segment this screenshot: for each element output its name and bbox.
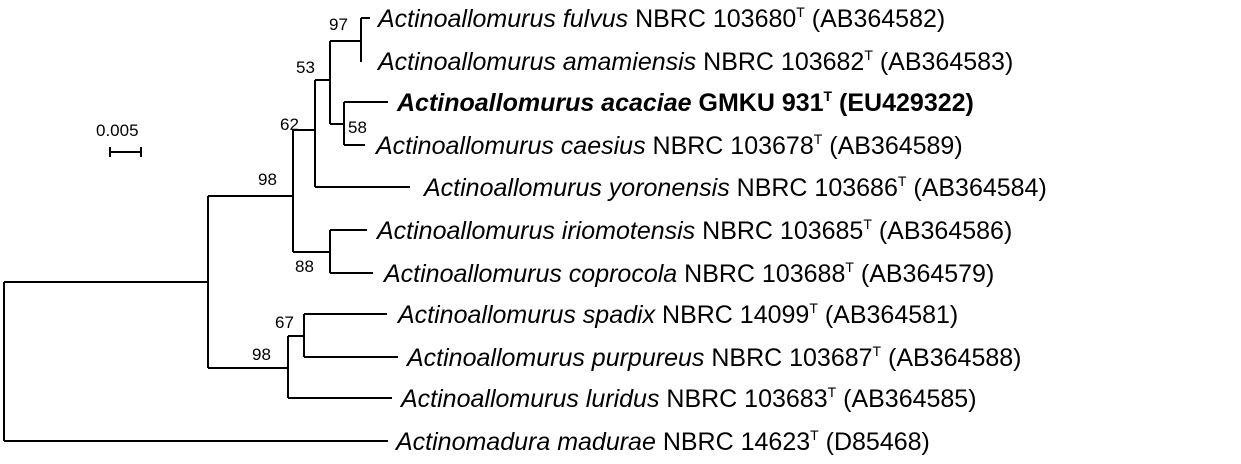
taxon-strain: NBRC 103683 bbox=[659, 385, 827, 413]
taxon-species: Actinoallomurus purpureus bbox=[405, 344, 704, 372]
bootstrap-value: 98 bbox=[258, 170, 277, 189]
type-strain-marker: T bbox=[873, 343, 882, 359]
taxon-strain: NBRC 103687 bbox=[704, 344, 872, 372]
taxon-accession: (AB364581) bbox=[818, 301, 958, 329]
scale-bar-label: 0.005 bbox=[96, 121, 139, 140]
taxon-accession: (D85468) bbox=[819, 428, 930, 456]
type-strain-marker: T bbox=[898, 173, 907, 189]
taxon-species: Actinoallomurus yoronensis bbox=[422, 174, 730, 202]
taxon-species: Actinoallomurus amamiensis bbox=[376, 48, 696, 76]
taxon-label: Actinoallomurus caesius NBRC 103678T (AB… bbox=[374, 131, 963, 160]
taxon-label: Actinoallomurus fulvus NBRC 103680T (AB3… bbox=[376, 4, 945, 33]
taxon-strain: NBRC 103686 bbox=[730, 174, 898, 202]
taxon-accession: (AB364584) bbox=[906, 174, 1046, 202]
taxon-accession: (AB364586) bbox=[872, 217, 1012, 245]
taxon-accession: (AB364583) bbox=[873, 48, 1013, 76]
taxon-strain: NBRC 103688 bbox=[677, 260, 845, 288]
taxon-accession: (AB364579) bbox=[854, 260, 994, 288]
taxon-species: Actinoallomurus iriomotensis bbox=[375, 217, 695, 245]
taxon-accession: (AB364582) bbox=[805, 5, 945, 33]
taxon-accession: (AB364588) bbox=[881, 344, 1021, 372]
bootstrap-values: 97 53 58 62 98 88 67 98 bbox=[252, 15, 367, 364]
type-strain-marker: T bbox=[814, 131, 823, 147]
type-strain-marker: T bbox=[828, 384, 837, 400]
taxon-accession: (AB364589) bbox=[822, 132, 962, 160]
type-strain-marker: T bbox=[809, 300, 818, 316]
taxon-strain: NBRC 103678 bbox=[646, 132, 814, 160]
taxon-species: Actinoallomurus caesius bbox=[374, 132, 646, 160]
taxon-strain: NBRC 103680 bbox=[628, 5, 796, 33]
bootstrap-value: 67 bbox=[275, 313, 294, 332]
taxon-label: Actinoallomurus iriomotensis NBRC 103685… bbox=[375, 216, 1012, 245]
bootstrap-value: 88 bbox=[295, 257, 314, 276]
taxon-strain: NBRC 14099 bbox=[655, 301, 809, 329]
taxon-label: Actinoallomurus yoronensis NBRC 103686T … bbox=[422, 173, 1047, 202]
type-strain-marker: T bbox=[863, 216, 872, 232]
bootstrap-value: 53 bbox=[296, 58, 315, 77]
type-strain-marker: T bbox=[845, 259, 854, 275]
taxon-label: Actinoallomurus coprocola NBRC 103688T (… bbox=[382, 259, 994, 288]
bootstrap-value: 97 bbox=[329, 15, 348, 34]
taxon-strain: NBRC 103685 bbox=[695, 217, 863, 245]
taxon-label: Actinoallomurus amamiensis NBRC 103682T … bbox=[376, 47, 1013, 76]
type-strain-marker: T bbox=[796, 4, 805, 20]
taxon-species: Actinoallomurus luridus bbox=[399, 385, 659, 413]
taxon-accession: (EU429322) bbox=[832, 89, 974, 117]
taxon-species: Actinomadura madurae bbox=[394, 428, 656, 456]
bootstrap-value: 98 bbox=[252, 345, 271, 364]
taxon-label: Actinoallomurus spadix NBRC 14099T (AB36… bbox=[396, 300, 958, 329]
taxon-species: Actinoallomurus coprocola bbox=[382, 260, 677, 288]
bootstrap-value: 62 bbox=[280, 115, 299, 134]
bootstrap-value: 58 bbox=[348, 118, 367, 137]
taxon-label-highlighted: Actinoallomurus acaciae GMKU 931T (EU429… bbox=[396, 88, 974, 117]
taxon-strain: GMKU 931 bbox=[692, 89, 824, 117]
taxon-accession: (AB364585) bbox=[836, 385, 976, 413]
taxon-label-outgroup: Actinomadura madurae NBRC 14623T (D85468… bbox=[394, 427, 930, 456]
taxon-labels: Actinoallomurus fulvus NBRC 103680T (AB3… bbox=[374, 4, 1047, 456]
tree-branches bbox=[3, 17, 410, 442]
taxon-species: Actinoallomurus fulvus bbox=[376, 5, 628, 33]
taxon-species: Actinoallomurus spadix bbox=[396, 301, 657, 329]
taxon-label: Actinoallomurus purpureus NBRC 103687T (… bbox=[405, 343, 1021, 372]
type-strain-marker: T bbox=[824, 88, 833, 104]
scale-bar: 0.005 bbox=[96, 121, 142, 157]
taxon-species: Actinoallomurus acaciae bbox=[396, 89, 692, 117]
type-strain-marker: T bbox=[864, 47, 873, 63]
taxon-strain: NBRC 103682 bbox=[696, 48, 864, 76]
taxon-strain: NBRC 14623 bbox=[656, 428, 810, 456]
taxon-label: Actinoallomurus luridus NBRC 103683T (AB… bbox=[399, 384, 977, 413]
type-strain-marker: T bbox=[810, 427, 819, 443]
